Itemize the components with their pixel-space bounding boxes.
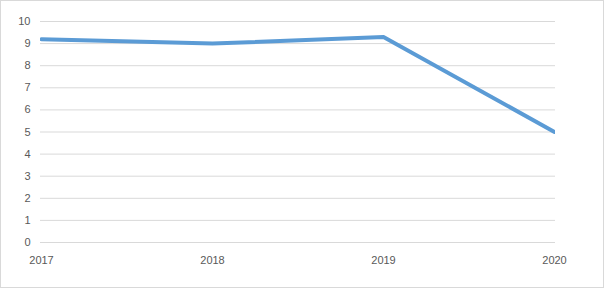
svg-text:10: 10 — [18, 15, 30, 27]
svg-text:2017: 2017 — [29, 254, 53, 266]
svg-text:2020: 2020 — [542, 254, 566, 266]
svg-text:2019: 2019 — [371, 254, 395, 266]
svg-text:9: 9 — [24, 37, 30, 49]
svg-text:2: 2 — [24, 192, 30, 204]
svg-text:1: 1 — [24, 214, 30, 226]
svg-text:4: 4 — [24, 148, 30, 160]
svg-text:8: 8 — [24, 59, 30, 71]
svg-text:7: 7 — [24, 81, 30, 93]
svg-text:5: 5 — [24, 126, 30, 138]
svg-text:0: 0 — [24, 236, 30, 248]
svg-text:6: 6 — [24, 103, 30, 115]
svg-text:2018: 2018 — [200, 254, 224, 266]
svg-text:3: 3 — [24, 170, 30, 182]
